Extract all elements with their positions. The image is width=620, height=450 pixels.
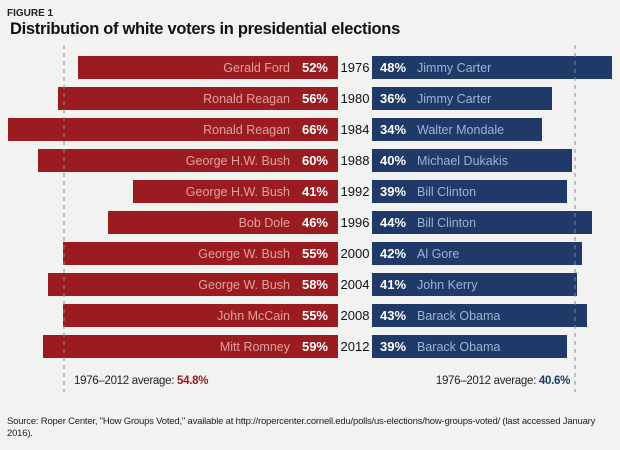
dem-candidate-label: Jimmy Carter	[417, 92, 491, 106]
rep-average-value: 54.8%	[177, 375, 209, 387]
bar-republican	[48, 273, 338, 296]
bar-democratic	[372, 304, 587, 327]
dem-value-label: 48%	[380, 60, 406, 75]
rep-candidate-label: George H.W. Bush	[186, 154, 290, 168]
rep-candidate-label: Mitt Romney	[220, 340, 291, 354]
dem-average: 1976–2012 average: 40.6%	[436, 375, 570, 387]
dem-value-label: 39%	[380, 184, 406, 199]
rep-average-label: 1976–2012 average:	[74, 375, 175, 387]
dem-value-label: 42%	[380, 246, 406, 261]
dem-average-value: 40.6%	[538, 375, 570, 387]
year-label: 2000	[341, 246, 370, 261]
bar-democratic	[372, 56, 612, 79]
bar-democratic	[372, 211, 592, 234]
rep-value-label: 55%	[302, 246, 328, 261]
rep-value-label: 46%	[302, 215, 328, 230]
bar-republican	[43, 335, 338, 358]
source-note: Source: Roper Center, "How Groups Voted,…	[7, 416, 596, 439]
dem-value-label: 44%	[380, 215, 406, 230]
dem-average-label: 1976–2012 average:	[435, 375, 536, 387]
bar-republican	[63, 304, 338, 327]
bar-republican	[63, 242, 338, 265]
dem-value-label: 39%	[380, 339, 406, 354]
dem-candidate-label: Jimmy Carter	[417, 61, 491, 75]
dem-candidate-label: Al Gore	[417, 247, 459, 261]
dem-candidate-label: Bill Clinton	[417, 185, 476, 199]
dem-candidate-label: Barack Obama	[417, 309, 500, 323]
dem-candidate-label: Michael Dukakis	[417, 154, 508, 168]
rep-candidate-label: George W. Bush	[198, 278, 290, 292]
bar-democratic	[372, 118, 542, 141]
year-label: 2004	[341, 277, 370, 292]
rep-value-label: 58%	[302, 277, 328, 292]
dem-value-label: 36%	[380, 91, 406, 106]
dem-value-label: 34%	[380, 122, 406, 137]
rep-value-label: 41%	[302, 184, 328, 199]
rep-candidate-label: Ronald Reagan	[203, 123, 290, 137]
bar-republican	[8, 118, 338, 141]
bar-republican	[38, 149, 338, 172]
rep-value-label: 56%	[302, 91, 328, 106]
rep-candidate-label: Gerald Ford	[223, 61, 290, 75]
rep-value-label: 60%	[302, 153, 328, 168]
bar-democratic	[372, 335, 567, 358]
rep-candidate-label: George H.W. Bush	[186, 185, 290, 199]
rep-average: 1976–2012 average: 54.8%	[74, 375, 208, 387]
chart-title: Distribution of white voters in presiden…	[10, 20, 400, 38]
bar-republican	[58, 87, 338, 110]
rep-candidate-label: George W. Bush	[198, 247, 290, 261]
bar-republican	[133, 180, 338, 203]
rep-value-label: 66%	[302, 122, 328, 137]
year-label: 1976	[341, 60, 370, 75]
dem-candidate-label: John Kerry	[417, 278, 478, 292]
bar-democratic	[372, 87, 552, 110]
year-label: 1996	[341, 215, 370, 230]
bar-democratic	[372, 242, 582, 265]
bar-democratic	[372, 273, 577, 296]
year-label: 2012	[341, 339, 370, 354]
bar-democratic	[372, 149, 572, 172]
rep-candidate-label: Ronald Reagan	[203, 92, 290, 106]
year-label: 1988	[341, 153, 370, 168]
bar-republican	[108, 211, 338, 234]
bar-republican	[78, 56, 338, 79]
year-label: 1992	[341, 184, 370, 199]
figure-label: FIGURE 1	[7, 8, 54, 19]
rep-value-label: 59%	[302, 339, 328, 354]
dem-candidate-label: Bill Clinton	[417, 216, 476, 230]
year-label: 1984	[341, 122, 370, 137]
dem-value-label: 43%	[380, 308, 406, 323]
year-label: 2008	[341, 308, 370, 323]
dem-candidate-label: Walter Mondale	[417, 123, 504, 137]
chart: 1976 52% Gerald Ford 48% Jimmy Carter 1980 56%…	[8, 45, 612, 392]
dem-value-label: 40%	[380, 153, 406, 168]
rep-candidate-label: Bob Dole	[239, 216, 290, 230]
rep-value-label: 55%	[302, 308, 328, 323]
dem-value-label: 41%	[380, 277, 406, 292]
rep-candidate-label: John McCain	[217, 309, 290, 323]
year-label: 1980	[341, 91, 370, 106]
rep-value-label: 52%	[302, 60, 328, 75]
dem-candidate-label: Barack Obama	[417, 340, 500, 354]
bar-democratic	[372, 180, 567, 203]
